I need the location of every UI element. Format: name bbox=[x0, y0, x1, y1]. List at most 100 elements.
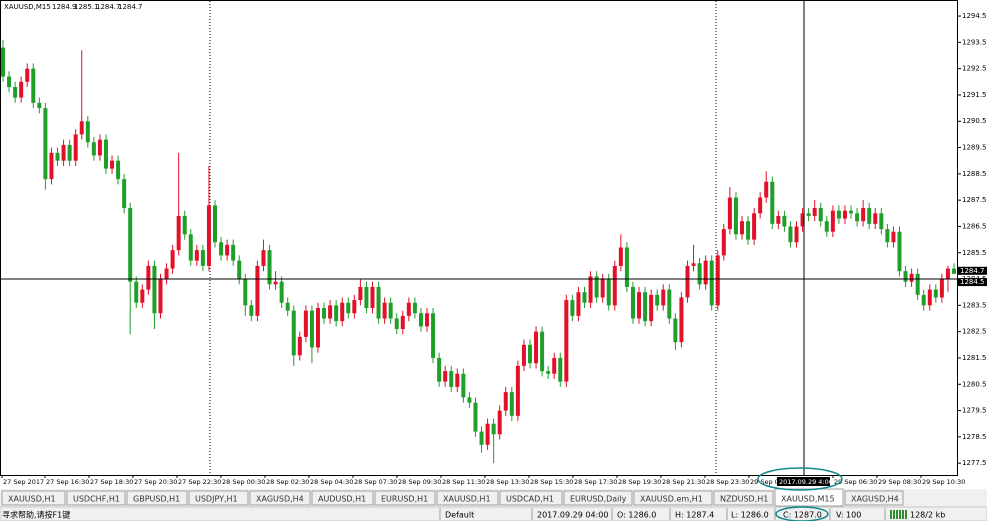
candle-body bbox=[764, 181, 769, 198]
tab[interactable] bbox=[249, 490, 311, 506]
tab-label[interactable]: AUDUSD,H1 bbox=[318, 495, 366, 504]
header-value: 1284.7 bbox=[118, 3, 143, 11]
tab[interactable] bbox=[774, 488, 844, 507]
candle-body bbox=[285, 302, 290, 311]
tab[interactable] bbox=[66, 490, 126, 506]
price-label-box bbox=[957, 278, 987, 287]
candle-body bbox=[376, 286, 381, 319]
candle-body bbox=[479, 431, 484, 445]
header-value: 1284.7 bbox=[96, 3, 121, 11]
candle-body bbox=[128, 208, 133, 282]
candle-body bbox=[703, 260, 708, 285]
candle-body bbox=[158, 279, 163, 314]
price-label: 1284.5 bbox=[960, 278, 985, 286]
candle-body bbox=[830, 210, 835, 232]
tab-label[interactable]: XAUUSD,H1 bbox=[443, 495, 491, 504]
status-bar bbox=[0, 506, 987, 521]
tab[interactable] bbox=[713, 490, 774, 506]
candle-body bbox=[25, 68, 30, 82]
x-tick-label: 27 Sep 18:30 bbox=[90, 478, 133, 486]
x-tick-label: 27 Sep 22:30 bbox=[178, 478, 221, 486]
tab-label[interactable]: XAUUSD,H1 bbox=[8, 495, 56, 504]
candle-body bbox=[19, 81, 24, 98]
status-help: 寻求帮助,请按F1键 bbox=[2, 510, 70, 520]
x-tick-label: 28 Sep 13:30 bbox=[486, 478, 529, 486]
candle-body bbox=[618, 247, 623, 266]
chart-symbol: XAUUSD,M15 bbox=[4, 3, 51, 11]
tab[interactable] bbox=[126, 490, 188, 506]
tab[interactable] bbox=[563, 490, 633, 506]
candle-body bbox=[570, 300, 575, 316]
candle-body bbox=[219, 242, 224, 256]
x-tick-label: 28 Sep 19:30 bbox=[618, 478, 661, 486]
candle-body bbox=[794, 226, 799, 243]
candle-body bbox=[225, 244, 230, 256]
candle-body bbox=[588, 276, 593, 303]
candle-body bbox=[273, 281, 278, 285]
candle-body bbox=[534, 331, 539, 364]
traffic-icon-bar bbox=[902, 510, 904, 519]
candle-body bbox=[297, 336, 302, 356]
candle-body bbox=[425, 313, 430, 327]
x-tick-label: 28 Sep 07:30 bbox=[354, 478, 397, 486]
candle-body bbox=[261, 250, 266, 266]
candle-body bbox=[649, 294, 654, 322]
candle-body bbox=[952, 268, 956, 274]
tab-label[interactable]: XAUUSD.em,H1 bbox=[640, 495, 703, 504]
tab-label[interactable]: EURUSD,Daily bbox=[570, 495, 627, 504]
status-profile: Default bbox=[445, 511, 474, 520]
candle-body bbox=[122, 179, 127, 209]
tab-label[interactable]: XAUUSD,M15 bbox=[781, 495, 835, 504]
candle-body bbox=[243, 279, 248, 306]
tab[interactable] bbox=[311, 490, 374, 506]
candle-body bbox=[594, 276, 599, 298]
candle-body bbox=[824, 221, 829, 232]
x-tick-label: 29 Sep 06:30 bbox=[834, 478, 877, 486]
candle-body bbox=[291, 310, 296, 356]
candle-body bbox=[67, 144, 72, 161]
tab[interactable] bbox=[374, 490, 436, 506]
candle-body bbox=[400, 315, 405, 330]
candle-body bbox=[146, 265, 151, 290]
candle-body bbox=[582, 292, 587, 303]
candle-body bbox=[303, 310, 308, 337]
status-open: O: 1286.0 bbox=[617, 511, 656, 520]
tab-label[interactable]: USDJPY,H1 bbox=[195, 495, 238, 504]
candle-body bbox=[140, 289, 145, 303]
candle-body bbox=[194, 250, 199, 261]
x-tick-label: 28 Sep 15:30 bbox=[530, 478, 573, 486]
candle-body bbox=[37, 102, 42, 109]
tab-label[interactable]: XAGUSD,H4 bbox=[256, 495, 304, 504]
tab-label[interactable]: USDCHF,H1 bbox=[73, 495, 120, 504]
tab-label[interactable]: USDCAD,H1 bbox=[506, 495, 554, 504]
candle-body bbox=[806, 213, 811, 216]
candle-body bbox=[79, 121, 84, 135]
highlight-ellipse bbox=[757, 467, 843, 491]
candle-body bbox=[443, 371, 448, 382]
candle-body bbox=[370, 286, 375, 308]
tab[interactable] bbox=[844, 490, 904, 506]
tab-label[interactable]: GBPUSD,H1 bbox=[133, 495, 180, 504]
tab[interactable] bbox=[188, 490, 249, 506]
tab-label[interactable]: XAGUSD,H4 bbox=[851, 495, 899, 504]
candle-body bbox=[43, 108, 48, 180]
tab-label[interactable]: EURUSD,H1 bbox=[381, 495, 428, 504]
tab-label[interactable]: NZDUSD,H1 bbox=[720, 495, 768, 504]
y-tick-label: 1282.5 bbox=[962, 328, 987, 336]
chart-background bbox=[0, 0, 987, 489]
tab[interactable] bbox=[436, 490, 499, 506]
tab[interactable] bbox=[633, 490, 713, 506]
candle-body bbox=[643, 292, 648, 322]
candle-body bbox=[836, 210, 841, 219]
candle-body bbox=[746, 221, 751, 240]
candle-body bbox=[431, 313, 436, 358]
candle-body bbox=[461, 373, 466, 398]
status-traffic: 128/2 kb bbox=[910, 511, 945, 520]
x-tick-label: 28 Sep 17:30 bbox=[574, 478, 617, 486]
candle-body bbox=[55, 152, 60, 161]
x-tick-label: 28 Sep 04:30 bbox=[310, 478, 353, 486]
tab[interactable] bbox=[1, 490, 66, 506]
candle-body bbox=[176, 215, 181, 251]
candle-body bbox=[867, 208, 872, 224]
tab[interactable] bbox=[499, 490, 563, 506]
